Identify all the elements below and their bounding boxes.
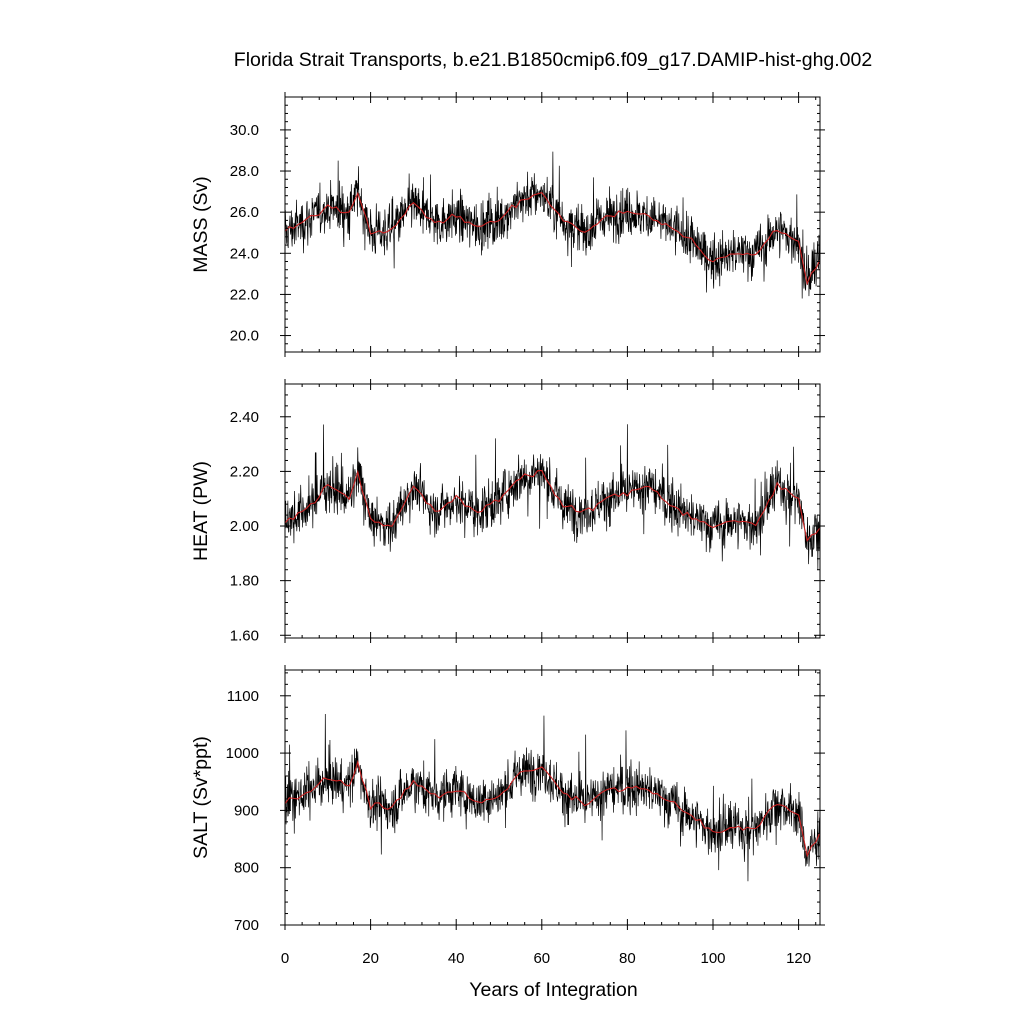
salt-x-tick-label: 80 (619, 950, 636, 967)
salt-annual-series-line (285, 759, 820, 858)
panel-salt: 700 800 900 1000 1100 0 20 40 60 80 100 120 SALT (Sv… (190, 665, 825, 1001)
heat-y-axis-label: HEAT (PW) (190, 461, 212, 561)
heat-annual-series-line (285, 469, 820, 542)
mass-y-tick-label: 30.0 (230, 122, 259, 139)
mass-y-tick-label: 20.0 (230, 328, 259, 345)
mass-y-axis-label: MASS (Sv) (190, 176, 212, 272)
heat-y-tick-label: 2.40 (230, 409, 259, 426)
salt-monthly-series-line (285, 713, 820, 882)
mass-y-tick-label: 26.0 (230, 204, 259, 221)
mass-annual-series-line (285, 191, 820, 286)
heat-y-tick-label: 1.80 (230, 573, 259, 590)
salt-y-tick-label: 800 (234, 860, 259, 877)
salt-y-tick-label: 1100 (227, 688, 259, 705)
heat-y-tick-label: 2.00 (230, 518, 259, 535)
panels-group: 20.0 22.0 24.0 26.0 28.0 30.0 MASS (Sv) 1.60 1.8… (190, 92, 825, 1001)
salt-y-tick-label: 700 (234, 917, 259, 934)
panel-mass: 20.0 22.0 24.0 26.0 28.0 30.0 MASS (Sv) (190, 92, 825, 357)
salt-x-tick-label: 120 (786, 950, 811, 967)
salt-y-axis-label: SALT (Sv*ppt) (190, 736, 212, 859)
salt-x-tick-label: 100 (700, 950, 725, 967)
figure-title: Florida Strait Transports, b.e21.B1850cm… (234, 49, 872, 71)
mass-monthly-series-line (285, 151, 820, 299)
salt-x-tick-label: 60 (533, 950, 550, 967)
salt-plot-frame (284, 669, 821, 926)
x-axis-label: Years of Integration (469, 979, 637, 1001)
heat-monthly-series-line (285, 424, 820, 571)
mass-plot-frame (284, 96, 821, 353)
heat-plot-frame (284, 383, 821, 639)
mass-y-tick-label: 24.0 (230, 245, 259, 262)
mass-y-tick-label: 22.0 (230, 286, 259, 303)
salt-y-tick-label: 1000 (226, 745, 259, 762)
salt-x-tick-label: 40 (448, 950, 465, 967)
salt-x-tick-label: 20 (362, 950, 379, 967)
mass-y-tick-label: 28.0 (230, 163, 259, 180)
salt-x-tick-label: 0 (281, 950, 289, 967)
heat-y-tick-label: 2.20 (230, 463, 259, 480)
heat-y-tick-label: 1.60 (230, 627, 259, 644)
panel-heat: 1.60 1.80 2.00 2.20 2.40 HEAT (PW) (190, 379, 825, 644)
salt-y-tick-label: 900 (234, 802, 259, 819)
